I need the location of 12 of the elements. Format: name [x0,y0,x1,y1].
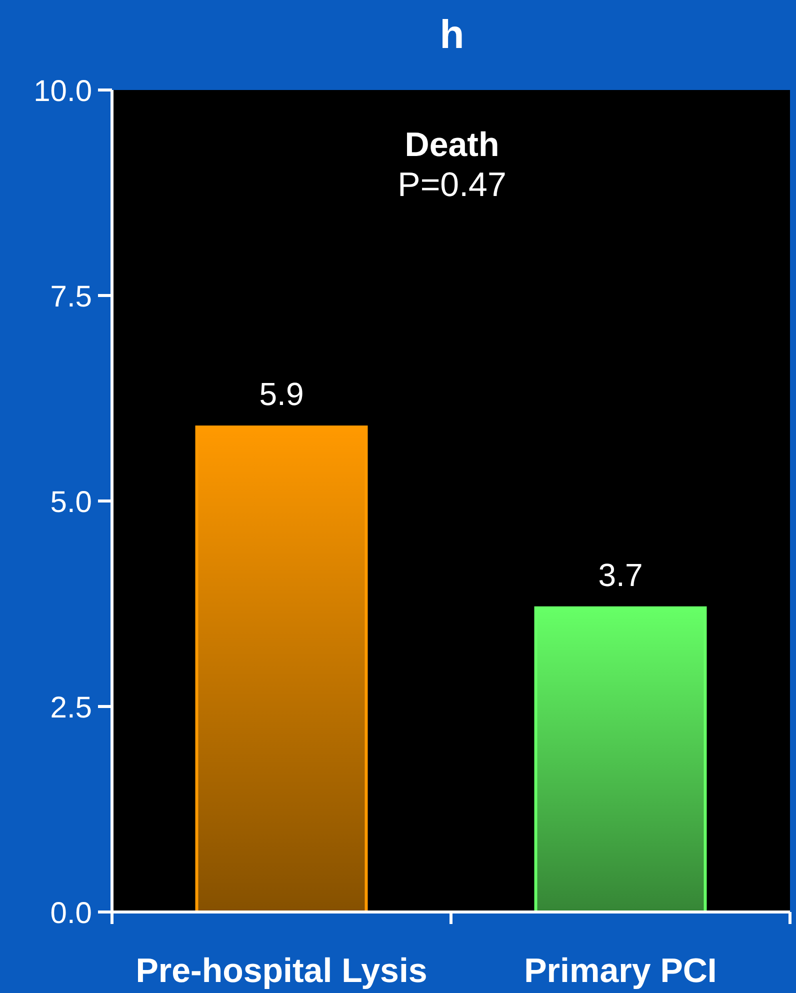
y-tick-label: 5.0 [50,486,92,519]
chart-title: h [440,13,464,57]
annotation: Death [404,126,500,164]
x-tick-label: Primary PCI [524,952,717,990]
x-tick-label: Pre-hospital Lysis [136,952,428,990]
data-label: 5.9 [259,376,304,412]
y-tick-label: 0.0 [50,897,92,930]
annotation: P=0.47 [398,166,506,204]
data-label: 3.7 [598,556,643,593]
y-tick-label: 2.5 [50,692,92,724]
y-tick-label: 7.5 [50,280,92,314]
y-tick-label: 10.0 [34,75,92,108]
